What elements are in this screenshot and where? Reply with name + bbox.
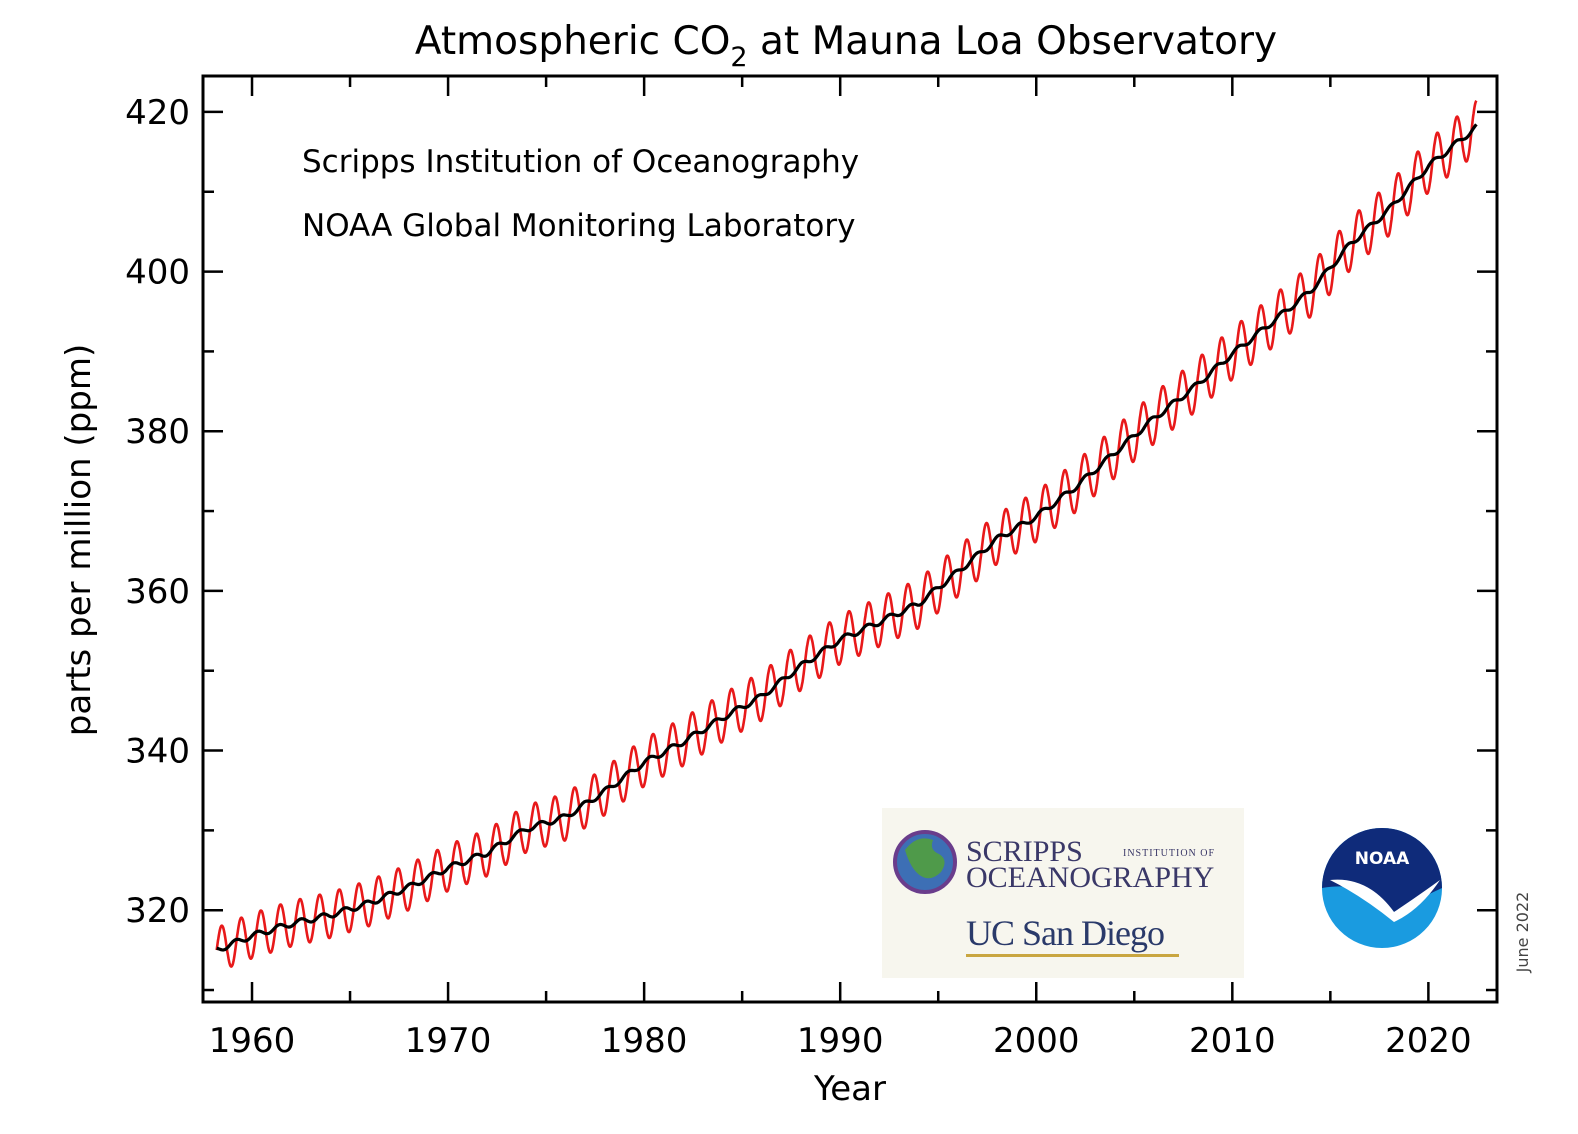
noaa-upper-band xyxy=(1322,828,1442,912)
noaa-bird-icon xyxy=(1330,879,1440,922)
x-tick-label: 1990 xyxy=(797,1021,884,1061)
axis-ticks: 1960 1970 1980 1990 2000 2010 2020 320 340 360 380… xyxy=(125,76,1497,1061)
y-axis-label: parts per million (ppm) xyxy=(59,344,99,736)
x-tick-label: 2010 xyxy=(1189,1021,1276,1061)
globe-land-icon xyxy=(905,838,945,879)
x-tick-label: 1980 xyxy=(601,1021,688,1061)
plot-frame xyxy=(201,74,1499,1004)
y-tick-label: 400 xyxy=(125,253,190,293)
logo-ucsd-underline xyxy=(966,954,1179,957)
x-tick-label: 1960 xyxy=(209,1021,296,1061)
y-tick-label: 360 xyxy=(125,572,190,612)
chart-title-subscript: 2 xyxy=(730,42,747,73)
logo-ucsd-text: UC San Diego xyxy=(966,913,1164,953)
y-tick-label: 380 xyxy=(125,412,190,452)
trend-series-line xyxy=(216,123,1478,952)
x-tick-label: 2000 xyxy=(993,1021,1080,1061)
annotation-scripps: Scripps Institution of Oceanography xyxy=(302,144,859,180)
x-axis-label: Year xyxy=(813,1069,886,1109)
y-tick-label: 420 xyxy=(125,93,190,133)
scripps-ucsd-logo: SCRIPPS INSTITUTION OF OCEANOGRAPHY UC S… xyxy=(882,808,1244,978)
date-stamp: June 2022 xyxy=(1513,892,1532,974)
y-tick-label: 320 xyxy=(125,891,190,931)
logo-scripps-text: SCRIPPS xyxy=(966,835,1083,868)
globe-ring-icon xyxy=(893,830,957,894)
y-tick-label: 340 xyxy=(125,732,190,772)
series-group xyxy=(215,99,1478,968)
monthly-series-line xyxy=(215,99,1478,968)
chart-title: Atmospheric CO2 at Mauna Loa Observatory xyxy=(415,19,1277,73)
x-tick-label: 2020 xyxy=(1385,1021,1472,1061)
noaa-logo-text: NOAA xyxy=(1355,849,1410,869)
logo-institution-text: INSTITUTION OF xyxy=(1123,848,1215,859)
annotation-noaa: NOAA Global Monitoring Laboratory xyxy=(302,208,855,244)
noaa-logo: NOAA xyxy=(1322,828,1442,948)
x-tick-label: 1970 xyxy=(405,1021,492,1061)
chart-title-prefix: Atmospheric CO xyxy=(415,19,731,64)
logo-oceanography-text: OCEANOGRAPHY xyxy=(966,861,1214,894)
chart-title-suffix: at Mauna Loa Observatory xyxy=(748,19,1278,64)
